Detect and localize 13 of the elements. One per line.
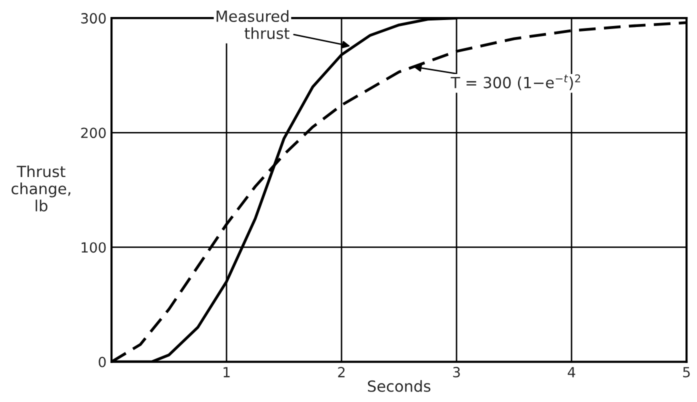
x-tick-label: 1 — [224, 367, 230, 378]
annotation: Measured thrust — [216, 10, 290, 40]
y-tick-label: 0 — [98, 356, 106, 368]
y-tick-label: 300 — [81, 13, 106, 24]
y-axis-title: Thrust change, lb — [12, 165, 70, 212]
y-tick-label: 100 — [82, 242, 106, 253]
x-tick-label: 2 — [338, 366, 345, 378]
x-axis-title: Seconds — [368, 380, 430, 392]
annotation: T = 300 (1−e$^{−t}$)$^{2}$ — [450, 74, 580, 90]
x-tick-label: 5 — [683, 367, 690, 378]
x-tick-label: 4 — [568, 367, 576, 378]
y-tick-label: 200 — [81, 128, 106, 138]
x-tick-label: 3 — [453, 366, 460, 378]
